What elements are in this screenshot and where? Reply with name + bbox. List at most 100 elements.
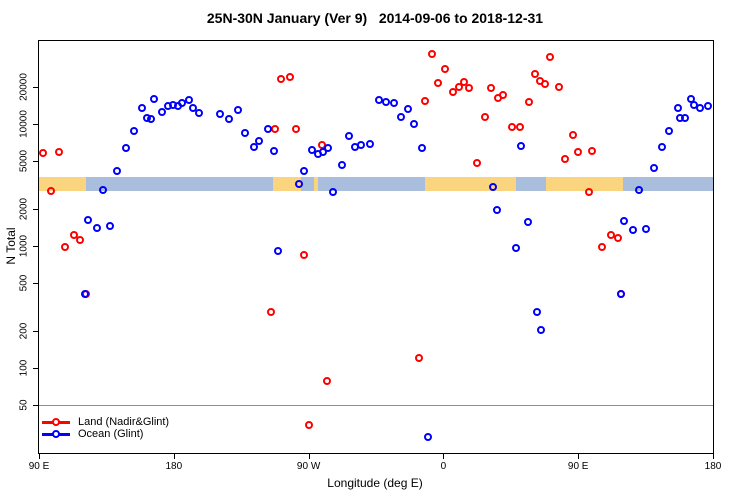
data-point-land [285, 73, 294, 82]
x-tick [39, 453, 40, 459]
data-point-ocean [617, 290, 626, 298]
x-tick-label: 90 E [567, 461, 589, 472]
data-point-ocean [254, 136, 263, 145]
data-point-ocean [294, 179, 303, 188]
data-point-land [427, 50, 436, 59]
data-point-ocean [382, 97, 391, 106]
data-point-land [524, 97, 533, 106]
data-point-ocean [249, 142, 258, 151]
data-point-ocean [337, 160, 346, 169]
x-axis-title: Longitude (deg E) [327, 476, 423, 490]
data-point-ocean [323, 143, 332, 152]
map-strip-segment-ocean [516, 177, 546, 191]
x-tick-label: 0 [440, 461, 447, 472]
data-point-ocean [150, 94, 159, 103]
threshold-line [39, 404, 713, 406]
data-point-land [587, 146, 596, 155]
data-point-ocean [194, 108, 203, 117]
data-point-ocean [344, 132, 353, 141]
data-point-land [486, 84, 495, 93]
x-tick [713, 453, 714, 459]
data-point-land [554, 82, 563, 91]
data-point-ocean [523, 217, 532, 226]
map-strip-segment-ocean [301, 177, 314, 191]
x-tick-label: 180 [165, 461, 183, 472]
y-tick [33, 368, 39, 369]
data-point-land [515, 123, 524, 132]
data-point-land [440, 64, 449, 73]
data-point-ocean [389, 98, 398, 107]
data-point-ocean [105, 222, 114, 231]
data-point-ocean [704, 101, 713, 110]
data-point-ocean [113, 166, 122, 175]
data-point-ocean [299, 167, 308, 176]
data-point-ocean [650, 164, 659, 173]
data-point-ocean [696, 104, 705, 113]
data-point-ocean [308, 145, 317, 154]
x-tick-label: 180 [704, 461, 722, 472]
data-point-ocean [80, 290, 89, 298]
data-point-land [606, 230, 615, 239]
data-point-land [584, 187, 593, 196]
legend-label-land: Land (Nadir&Glint) [78, 416, 170, 428]
data-point-ocean [674, 104, 683, 113]
map-strip-segment-land [39, 177, 87, 191]
y-tick [33, 331, 39, 333]
data-point-ocean [240, 128, 249, 137]
data-point-ocean [188, 103, 197, 112]
data-point-land [75, 235, 84, 244]
x-tick [443, 453, 445, 459]
data-point-land [291, 124, 300, 133]
data-point-land [322, 377, 331, 386]
ocean-legend-marker-icon [42, 429, 70, 439]
data-point-land [507, 122, 516, 131]
data-point-land [545, 53, 554, 62]
data-point-ocean [488, 182, 497, 191]
map-strip-segment-land [545, 177, 624, 191]
data-point-land [304, 420, 313, 429]
data-point-land [60, 242, 69, 251]
map-strip-segment-ocean [623, 177, 713, 191]
data-point-land [573, 148, 582, 157]
data-point-ocean [512, 243, 521, 252]
data-point-ocean [366, 139, 375, 148]
y-tick [33, 87, 39, 89]
data-point-ocean [397, 112, 406, 121]
data-point-ocean [409, 119, 418, 128]
data-point-land [464, 84, 473, 93]
data-point-land [498, 90, 507, 99]
data-point-ocean [423, 432, 432, 441]
y-tick [33, 209, 39, 211]
map-strip-segment-ocean [317, 177, 425, 191]
data-point-ocean [146, 114, 155, 123]
x-tick [308, 453, 310, 459]
data-point-ocean [92, 224, 101, 233]
data-point-ocean [635, 185, 644, 194]
data-point-ocean [269, 146, 278, 155]
data-point-ocean [642, 224, 651, 233]
data-point-ocean [121, 143, 130, 152]
data-point-land [568, 130, 577, 139]
x-tick [173, 453, 175, 459]
data-point-land [266, 308, 275, 317]
map-strip-segment-land [313, 177, 318, 191]
data-point-land [276, 74, 285, 83]
data-point-ocean [403, 105, 412, 114]
data-point-ocean [98, 185, 107, 194]
data-point-ocean [233, 106, 242, 114]
data-point-land [448, 87, 457, 96]
map-strip-segment-ocean [86, 177, 274, 191]
data-point-land [560, 155, 569, 164]
data-point-ocean [417, 144, 426, 153]
data-point-land [434, 79, 443, 88]
data-point-land [459, 77, 468, 86]
data-point-land [480, 112, 489, 121]
data-point-ocean [328, 187, 337, 196]
data-point-ocean [83, 215, 92, 224]
data-point-ocean [665, 126, 674, 135]
data-point-ocean [536, 325, 545, 334]
y-tick [33, 160, 39, 162]
data-point-land [597, 242, 606, 251]
y-tick [33, 246, 39, 247]
